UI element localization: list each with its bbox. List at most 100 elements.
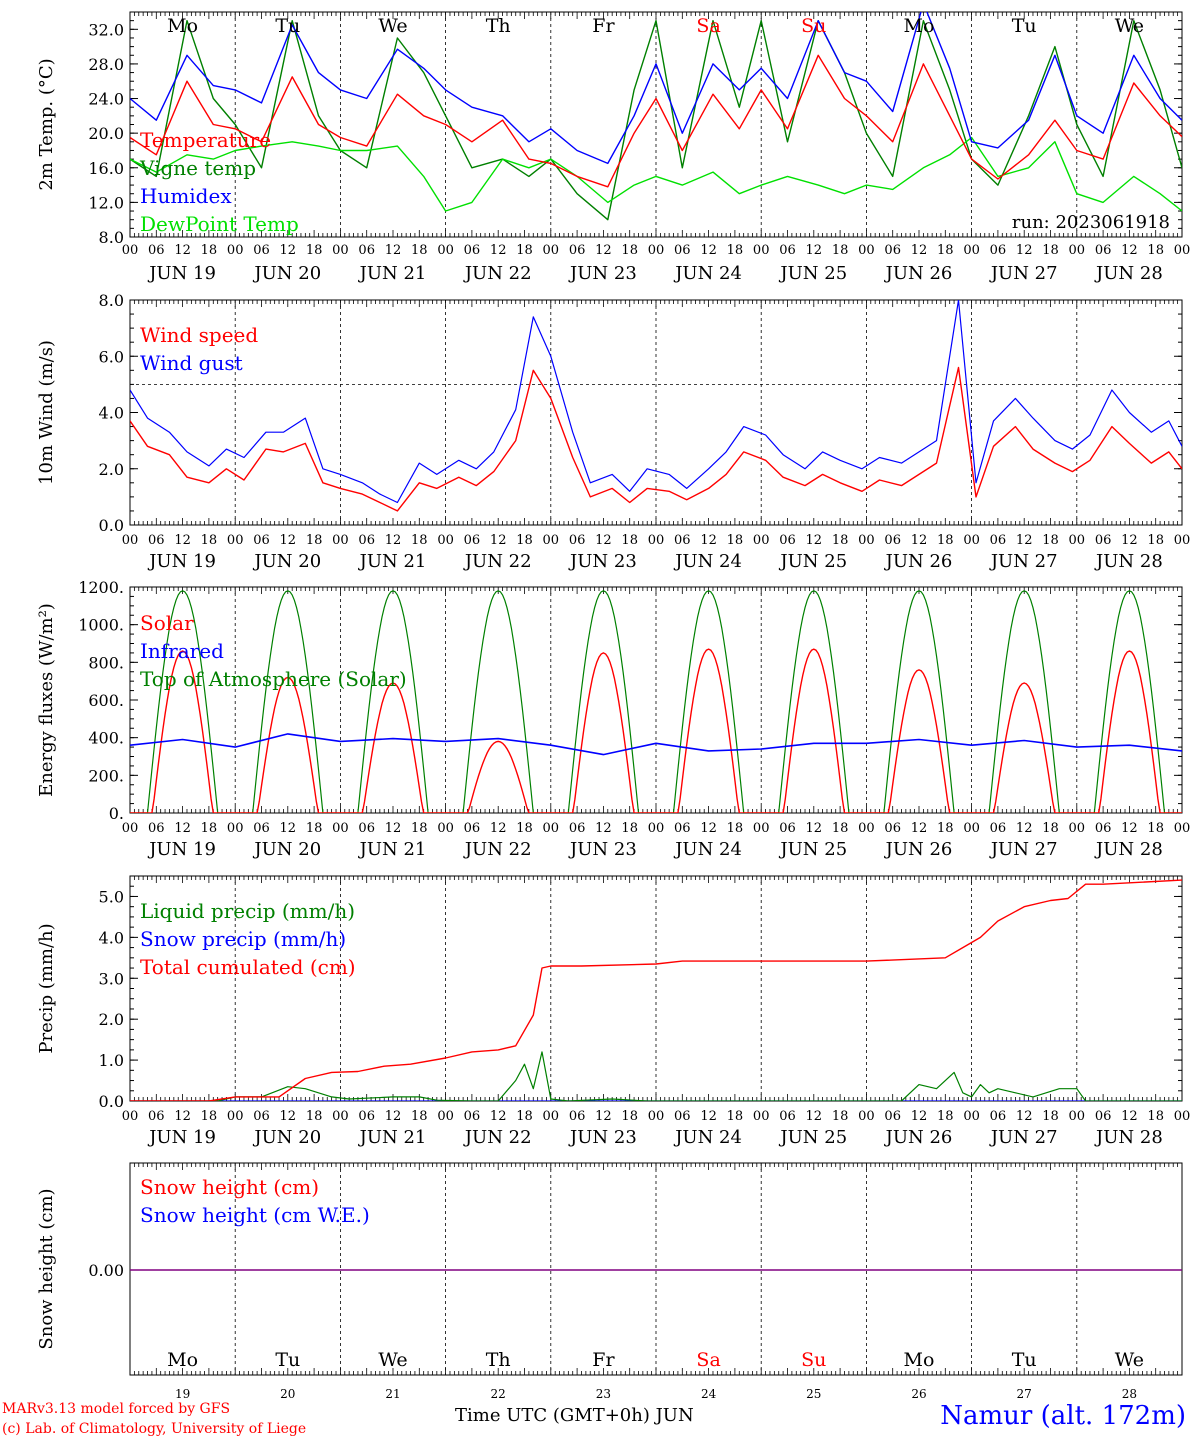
- hour-tick-label: 06: [1095, 1109, 1112, 1124]
- hour-tick-label: 00: [1069, 243, 1086, 258]
- hour-tick-label: 06: [990, 821, 1007, 836]
- hour-tick-label: 00: [227, 533, 244, 548]
- legend-entry: Vigne temp: [139, 156, 256, 180]
- weekday-label: Tu: [1012, 15, 1037, 37]
- y-axis-label: Energy fluxes (W/m²): [36, 603, 57, 797]
- hour-tick-label: 18: [727, 243, 744, 258]
- hour-tick-label: 06: [464, 243, 481, 258]
- hour-tick-label: 00: [963, 821, 980, 836]
- date-label: JUN 27: [989, 263, 1058, 284]
- hour-tick-label: 12: [806, 533, 823, 548]
- time-axis-title: Time UTC (GMT+0h) JUN: [455, 1405, 694, 1426]
- y-tick-label: 8.0: [99, 228, 124, 247]
- hour-tick-label: 06: [674, 243, 691, 258]
- precip-lines: [130, 879, 1182, 1101]
- legend-entry: Top of Atmosphere (Solar): [140, 667, 407, 691]
- legend-entry: Humidex: [140, 184, 232, 208]
- hour-tick-label: 00: [227, 1109, 244, 1124]
- hour-tick-label: 12: [1121, 821, 1138, 836]
- hour-tick-label: 00: [753, 533, 770, 548]
- hour-tick-label: 18: [937, 243, 954, 258]
- hour-tick-label: 00: [543, 533, 560, 548]
- hour-tick-label: 06: [779, 1109, 796, 1124]
- date-label: JUN 26: [884, 839, 953, 860]
- y-tick-label: 4.0: [99, 928, 124, 947]
- y-axis-label: 2m Temp. (°C): [36, 58, 57, 190]
- hour-tick-label: 18: [411, 533, 428, 548]
- hour-tick-label: 06: [884, 243, 901, 258]
- hour-tick-label: 18: [201, 243, 218, 258]
- hour-tick-label: 12: [280, 821, 297, 836]
- plot-frame: [129, 299, 1183, 526]
- hour-tick-label: 12: [280, 243, 297, 258]
- series-line-wind-speed: [130, 366, 1182, 512]
- weekday-label: Th: [486, 1349, 511, 1371]
- hour-tick-label: 18: [621, 243, 638, 258]
- hour-tick-label: 00: [858, 243, 875, 258]
- hour-tick-label: 00: [858, 821, 875, 836]
- date-label: JUN 24: [673, 1127, 742, 1148]
- hour-tick-label: 06: [148, 1109, 165, 1124]
- y-tick-label: 20.0: [88, 124, 124, 143]
- weekday-label: We: [1115, 1349, 1144, 1371]
- hour-tick-label: 18: [306, 243, 323, 258]
- hour-tick-label: 12: [490, 1109, 507, 1124]
- y-tick-label: 12.0: [88, 193, 124, 212]
- y-tick-label: 8.0: [99, 291, 124, 310]
- hour-tick-label: 12: [174, 243, 191, 258]
- hour-tick-label: 12: [595, 533, 612, 548]
- hour-tick-label: 06: [884, 821, 901, 836]
- y-axis-label: 10m Wind (m/s): [36, 340, 57, 485]
- hour-tick-label: 18: [832, 1109, 849, 1124]
- hour-tick-label: 06: [358, 243, 375, 258]
- day-number-label: 26: [911, 1387, 926, 1401]
- weekday-label: Su: [801, 1349, 826, 1371]
- hour-tick-label: 18: [201, 821, 218, 836]
- y-axis-label: Snow height (cm): [36, 1188, 57, 1349]
- hour-tick-label: 06: [358, 533, 375, 548]
- hour-tick-label: 12: [911, 821, 928, 836]
- hour-tick-label: 12: [385, 821, 402, 836]
- hour-tick-label: 06: [253, 821, 270, 836]
- hour-tick-label: 12: [595, 243, 612, 258]
- y-tick-label: 6.0: [99, 347, 124, 366]
- series-line-solar: [130, 648, 1182, 813]
- panel-snow: 0.00 Snow height (cm) Snow height (cm) Snow…: [36, 1162, 1183, 1401]
- hour-tick-label: 18: [621, 533, 638, 548]
- hour-tick-label: 12: [385, 243, 402, 258]
- hour-tick-label: 06: [148, 243, 165, 258]
- weekday-label: Fr: [592, 15, 615, 37]
- hour-tick-label: 12: [806, 821, 823, 836]
- weekday-label: Mo: [167, 15, 198, 37]
- hour-tick-label: 12: [806, 243, 823, 258]
- date-label: JUN 26: [884, 551, 953, 572]
- y-tick-label: 400.: [88, 729, 124, 748]
- hour-tick-label: 12: [700, 821, 717, 836]
- hour-tick-label: 18: [1147, 243, 1164, 258]
- hour-tick-label: 06: [1095, 533, 1112, 548]
- y-tick-label: 1200.: [78, 578, 124, 597]
- hour-tick-label: 18: [411, 243, 428, 258]
- hour-tick-label: 12: [490, 821, 507, 836]
- hour-tick-label: 00: [227, 243, 244, 258]
- hour-tick-label: 18: [727, 533, 744, 548]
- y-tick-label: 1000.: [78, 616, 124, 635]
- weekday-label: Mo: [904, 15, 935, 37]
- y-axis-label: Precip (mm/h): [36, 923, 57, 1053]
- panel-energy: 00 06 12 18 JUN 19 00 06 12 18 JUN 20 00 06 12 18 JUN …: [36, 578, 1190, 860]
- day-number-label: 27: [1017, 1387, 1032, 1401]
- date-label: JUN 21: [358, 1127, 427, 1148]
- date-label: JUN 22: [463, 263, 532, 284]
- weekday-label: Mo: [904, 1349, 935, 1371]
- y-tick-label: 16.0: [88, 159, 124, 178]
- date-label: JUN 21: [358, 263, 427, 284]
- hour-tick-label: 18: [727, 1109, 744, 1124]
- hour-tick-label: 18: [937, 821, 954, 836]
- hour-tick-label: 00: [1174, 533, 1191, 548]
- date-label: JUN 20: [252, 1127, 321, 1148]
- hour-tick-label: 00: [543, 1109, 560, 1124]
- hour-tick-label: 00: [543, 243, 560, 258]
- date-label: JUN 28: [1094, 1127, 1163, 1148]
- hour-tick-label: 00: [122, 533, 139, 548]
- hour-tick-label: 12: [911, 243, 928, 258]
